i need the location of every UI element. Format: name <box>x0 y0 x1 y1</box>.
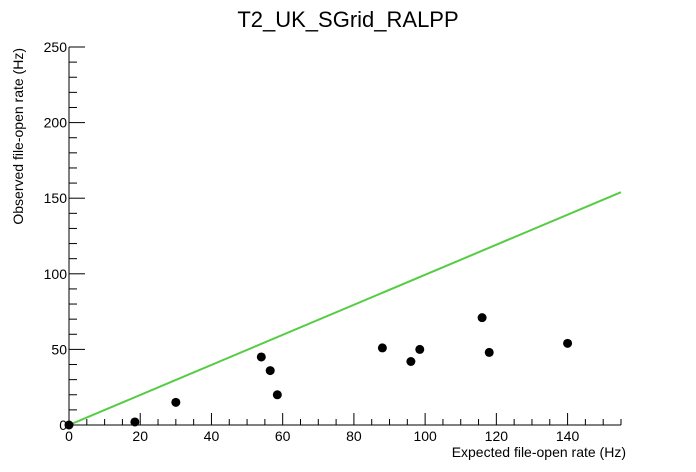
data-point <box>130 417 140 427</box>
x-tick-label: 80 <box>346 428 362 444</box>
y-tick-label: 250 <box>44 39 68 55</box>
y-tick-label: 200 <box>44 115 68 131</box>
data-point <box>171 397 181 407</box>
x-tick-label: 20 <box>132 428 148 444</box>
reference-line <box>68 191 622 426</box>
axes: 0 20 40 60 80 100 120 140 0 50 100 150 200 250 <box>44 39 622 444</box>
data-point <box>484 347 494 357</box>
chart-title: T2_UK_SGrid_RALPP <box>237 7 458 32</box>
data-point <box>406 356 416 366</box>
y-tick-label: 50 <box>51 341 67 357</box>
x-tick-label: 40 <box>204 428 220 444</box>
y-tick-label: 100 <box>44 266 68 282</box>
data-point <box>265 366 275 376</box>
x-tick-label: 120 <box>485 428 509 444</box>
data-points <box>64 313 573 430</box>
data-point <box>64 420 74 430</box>
y-tick-label: 0 <box>59 417 67 433</box>
y-axis-label: Observed file-open rate (Hz) <box>10 48 26 225</box>
x-tick-label: 60 <box>275 428 291 444</box>
y-tick-label: 150 <box>44 190 68 206</box>
x-tick-label: 140 <box>556 428 580 444</box>
x-tick-label: 100 <box>413 428 437 444</box>
reference-line-group <box>68 191 622 426</box>
data-point <box>415 344 425 354</box>
data-point <box>256 352 266 362</box>
data-point <box>477 313 487 323</box>
x-axis-label: Expected file-open rate (Hz) <box>452 444 626 460</box>
data-point <box>272 390 282 400</box>
data-point <box>377 343 387 353</box>
data-point <box>563 338 573 348</box>
x-tick-label: 0 <box>65 428 73 444</box>
